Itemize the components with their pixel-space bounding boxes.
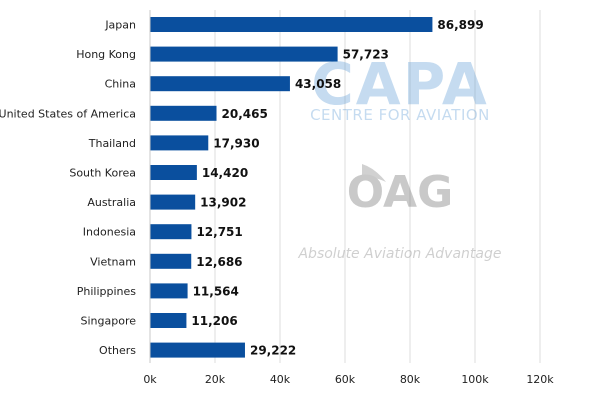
bar <box>150 283 188 299</box>
x-tick-label: 60k <box>335 373 356 386</box>
category-label: South Korea <box>69 167 136 180</box>
category-label: Vietnam <box>90 255 136 268</box>
oag-logo-text: OAG <box>347 167 453 218</box>
category-label: Singapore <box>81 315 137 328</box>
bar <box>150 253 192 269</box>
data-label: 29,222 <box>250 344 296 358</box>
category-label: Thailand <box>88 137 136 150</box>
bar <box>150 165 197 180</box>
x-tick-label: 80k <box>400 373 421 386</box>
data-label: 12,686 <box>196 255 242 269</box>
category-label: United States of America <box>0 107 136 120</box>
data-label: 11,564 <box>193 284 239 298</box>
capa-watermark: CAPA CENTRE FOR AVIATION <box>310 50 490 124</box>
data-label: 43,058 <box>295 77 341 91</box>
bar <box>150 194 196 210</box>
data-label: 13,902 <box>200 196 246 210</box>
x-tick-label: 0k <box>143 373 157 386</box>
bar <box>150 313 187 328</box>
bar <box>150 105 217 121</box>
oag-watermark: OAG Absolute Aviation Advantage <box>297 164 502 262</box>
x-axis: 0k 20k 40k 60k 80k 100k 120k <box>143 10 554 386</box>
labels: Japan 86,899 Hong Kong 57,723 China 43,058 Uni… <box>0 18 484 358</box>
grid-lines <box>214 10 541 363</box>
data-label: 57,723 <box>343 48 389 62</box>
category-label: Indonesia <box>83 226 136 239</box>
capa-logo-text: CAPA <box>311 50 489 118</box>
bar <box>150 17 433 32</box>
data-label: 86,899 <box>437 18 483 32</box>
category-label: Others <box>99 344 136 357</box>
category-label: Japan <box>104 19 136 32</box>
category-label: Hong Kong <box>76 48 136 61</box>
bars <box>150 17 433 358</box>
data-label: 17,930 <box>213 136 259 150</box>
capa-tagline: CENTRE FOR AVIATION <box>310 106 490 124</box>
bar <box>150 342 245 358</box>
x-tick-label: 100k <box>461 373 489 386</box>
data-label: 20,465 <box>222 107 268 121</box>
x-tick-label: 40k <box>270 373 291 386</box>
bar <box>150 224 192 240</box>
data-label: 14,420 <box>202 166 248 180</box>
bar <box>150 46 338 62</box>
category-label: Australia <box>87 196 136 209</box>
category-label: China <box>105 78 136 91</box>
category-label: Philippines <box>77 285 137 298</box>
x-tick-label: 20k <box>205 373 226 386</box>
bar <box>150 135 209 151</box>
x-tick-label: 120k <box>526 373 554 386</box>
data-label: 11,206 <box>191 314 237 328</box>
bar <box>150 76 290 92</box>
data-label: 12,751 <box>196 225 242 239</box>
oag-tagline: Absolute Aviation Advantage <box>297 246 501 262</box>
oag-swoosh-icon <box>362 164 386 182</box>
